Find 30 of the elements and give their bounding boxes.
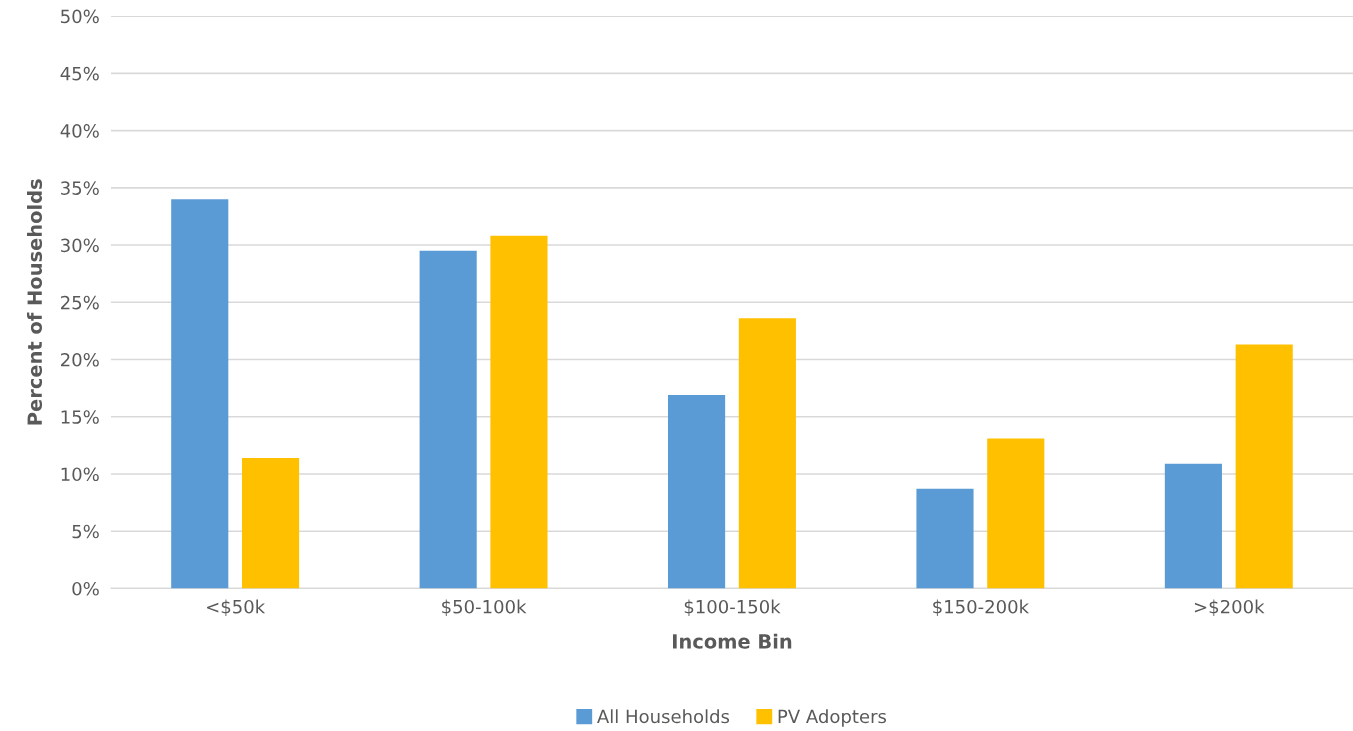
bar — [171, 199, 229, 589]
bar — [419, 250, 477, 589]
y-tick-label: 45% — [60, 66, 99, 81]
bar — [1164, 463, 1222, 589]
y-tick-label: 50% — [61, 9, 99, 24]
bar — [738, 318, 796, 589]
bar — [490, 235, 548, 589]
x-tick-label: >$200k — [1194, 599, 1265, 616]
bar — [916, 488, 974, 589]
x-tick-label: $150-200k — [933, 599, 1030, 616]
y-tick-label: 0% — [72, 581, 99, 596]
bar — [1235, 344, 1293, 589]
x-tick-label: $50-100k — [442, 599, 527, 616]
bar — [668, 394, 726, 589]
y-tick-label: 25% — [61, 295, 99, 310]
legend-label: All Households — [597, 709, 730, 724]
y-tick-label: 30% — [61, 238, 99, 253]
y-tick-label: 5% — [72, 524, 99, 539]
y-tick-label: 35% — [61, 181, 99, 195]
legend-label: PV Adopters — [778, 709, 887, 727]
y-tick-label: 40% — [60, 124, 99, 138]
bar — [987, 438, 1045, 589]
x-axis-title: Income Bin — [673, 633, 792, 649]
y-tick-label: 10% — [61, 467, 99, 482]
y-tick-label: 15% — [61, 410, 99, 424]
x-tick-label: $100-150k — [684, 599, 781, 616]
y-tick-label: 20% — [61, 352, 99, 367]
x-tick-label: <$50k — [207, 599, 266, 616]
y-axis-title: Percent of Households — [27, 179, 43, 425]
bar — [241, 457, 300, 589]
